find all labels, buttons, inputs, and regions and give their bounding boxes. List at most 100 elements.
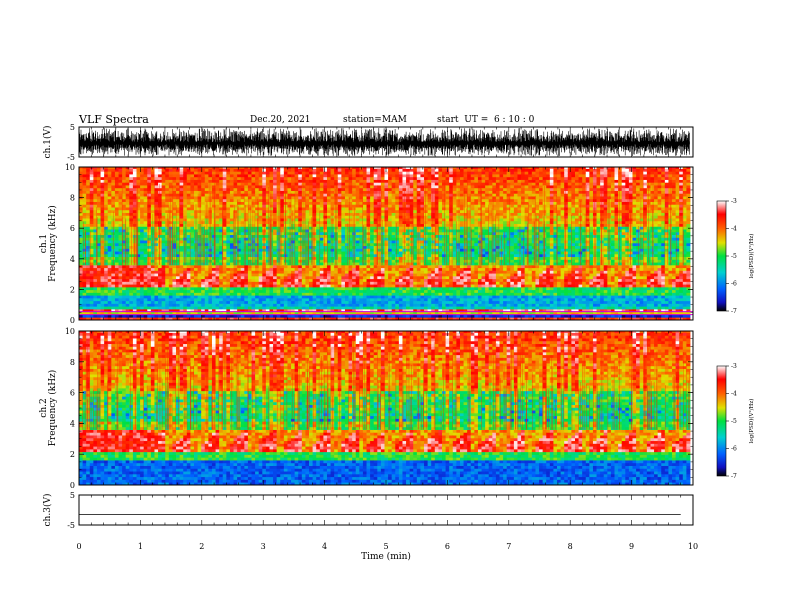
ch1-spectrogram-cell	[391, 295, 396, 299]
ch1-spectrogram-cell	[352, 176, 357, 180]
ch1-spectrogram-cell	[298, 300, 303, 304]
ch1-spectrogram-cell	[362, 284, 367, 288]
ch1-spectrogram-cell	[208, 256, 213, 260]
ch1-spectrogram-cell	[388, 190, 393, 194]
ch1-spectrogram-cell	[337, 231, 342, 236]
ch1-spectrogram-cell	[265, 207, 270, 211]
ch1-spectrogram-cell	[269, 218, 274, 222]
ch1-spectrogram-cell	[93, 171, 98, 175]
ch1-spectrogram-cell	[319, 292, 324, 296]
ch1-spectrogram-cell	[362, 223, 367, 227]
ch1-spectrogram-cell	[316, 289, 321, 293]
ch1-spectrogram-cell	[132, 174, 137, 178]
ch1-spectrogram-cell	[370, 171, 375, 175]
ch1-spectrogram-cell	[373, 270, 378, 274]
ch1-spectrogram-cell	[107, 182, 112, 186]
ch1-spectrogram-cell	[183, 284, 188, 288]
ch1-spectrogram-cell	[208, 201, 213, 205]
ch1-spectrogram-cell	[219, 300, 224, 304]
ch1-spectrogram-cell	[384, 317, 389, 320]
ch1-spectrogram-cell	[280, 245, 285, 249]
ch1-spectrogram-cell	[334, 242, 339, 247]
ch1-spectrogram-cell	[337, 187, 342, 191]
ch1-spectrogram-cell	[233, 286, 238, 291]
ch1-spectrogram-cell	[122, 207, 127, 211]
ch1-spectrogram-cell	[330, 218, 335, 222]
ch1-spectrogram-cell	[370, 314, 375, 318]
ch1-spectrogram-cell	[165, 204, 170, 208]
ch1-spectrogram-cell	[132, 215, 137, 219]
ch1-spectrogram-cell	[258, 251, 263, 255]
ch1-spectrogram-cell	[183, 286, 188, 291]
ch1-spectrogram-cell	[247, 281, 252, 285]
ch1-spectrogram-cell	[204, 273, 209, 277]
ch1-spectrogram-cell	[301, 306, 306, 310]
ch1-spectrogram-cell	[140, 253, 145, 258]
ch1-spectrogram-cell	[237, 256, 242, 260]
ch1-spectrogram-cell	[280, 267, 285, 271]
ch1-spectrogram-cell	[305, 167, 310, 169]
ch1-spectrogram-cell	[118, 242, 123, 247]
ch1-spectrogram-cell	[326, 187, 331, 191]
ch1-spectrogram-cell	[255, 209, 260, 213]
ch1-spectrogram-cell	[377, 289, 382, 293]
ch1-spectrogram-cell	[226, 226, 231, 230]
ch1-spectrogram-cell	[370, 306, 375, 310]
ch1-spectrogram-cell	[165, 229, 170, 233]
ch1-spectrogram-cell	[380, 212, 385, 216]
ch1-spectrogram-cell	[319, 212, 324, 216]
ch1-spectrogram-cell	[341, 297, 346, 302]
ch1-spectrogram-cell	[280, 317, 285, 320]
ch1-spectrogram-cell	[158, 215, 163, 219]
ch1-spectrogram-cell	[316, 193, 321, 197]
ch1-spectrogram-cell	[316, 201, 321, 205]
ch1-spectrogram-cell	[319, 234, 324, 238]
ch1-spectrogram-cell	[341, 273, 346, 277]
ch1-spectrogram-cell	[204, 176, 209, 180]
ch1-spectrogram-cell	[82, 209, 87, 213]
ch1-spectrogram-cell	[158, 174, 163, 178]
ch1-spectrogram-cell	[111, 281, 116, 285]
ch1-spectrogram-cell	[258, 317, 263, 320]
ch1-spectrogram-cell	[237, 284, 242, 288]
ch1-spectrogram-cell	[143, 182, 148, 186]
ch1-spectrogram-cell	[233, 185, 238, 189]
ch1-spectrogram-cell	[287, 237, 292, 241]
ch1-spectrogram-cell	[366, 311, 371, 315]
ch1-spectrogram-cell	[197, 295, 202, 299]
ch1-spectrogram-cell	[287, 215, 292, 219]
ch1-spectrogram-cell	[319, 308, 324, 313]
ch1-spectrogram-cell	[147, 212, 152, 216]
ch1-spectrogram-cell	[255, 179, 260, 183]
ch1-spectrogram-cell	[244, 226, 249, 230]
ch1-spectrogram-cell	[172, 218, 177, 222]
ch1-spectrogram-cell	[186, 218, 191, 222]
ch1-spectrogram-cell	[377, 311, 382, 315]
ch1-spectrogram-cell	[158, 267, 163, 271]
ch1-spectrogram-cell	[269, 196, 274, 200]
ch1-spectrogram-cell	[388, 209, 393, 213]
ch1-spectrogram-cell	[197, 292, 202, 296]
ch1-spectrogram-cell	[143, 292, 148, 296]
ch1-spectrogram-cell	[211, 190, 216, 194]
ch1-spectrogram-cell	[215, 201, 220, 205]
ch1-spectrogram-cell	[240, 314, 245, 318]
ch1-spectrogram-cell	[291, 198, 296, 202]
ch1-spectrogram-cell	[377, 262, 382, 266]
ch1-spectrogram-cell	[118, 234, 123, 238]
ch1-spectrogram-cell	[344, 262, 349, 266]
ch1-spectrogram-cell	[334, 264, 339, 269]
ch1-spectrogram-cell	[140, 185, 145, 189]
ch1-spectrogram-cell	[291, 262, 296, 266]
ch1-spectrogram-cell	[183, 256, 188, 260]
ch1-spectrogram-cell	[118, 311, 123, 315]
ch1-spectrogram-cell	[384, 248, 389, 252]
ch1-spectrogram-cell	[140, 209, 145, 213]
ch1-spectrogram-cell	[273, 303, 278, 307]
ch1-spectrogram-cell	[276, 190, 281, 194]
ch1-spectrogram-cell	[129, 273, 134, 277]
ch1-spectrogram-cell	[319, 240, 324, 244]
ch1-spectrogram-cell	[111, 303, 116, 307]
ch1-spectrogram-cell	[96, 190, 101, 194]
ch1-spectrogram-cell	[122, 171, 127, 175]
